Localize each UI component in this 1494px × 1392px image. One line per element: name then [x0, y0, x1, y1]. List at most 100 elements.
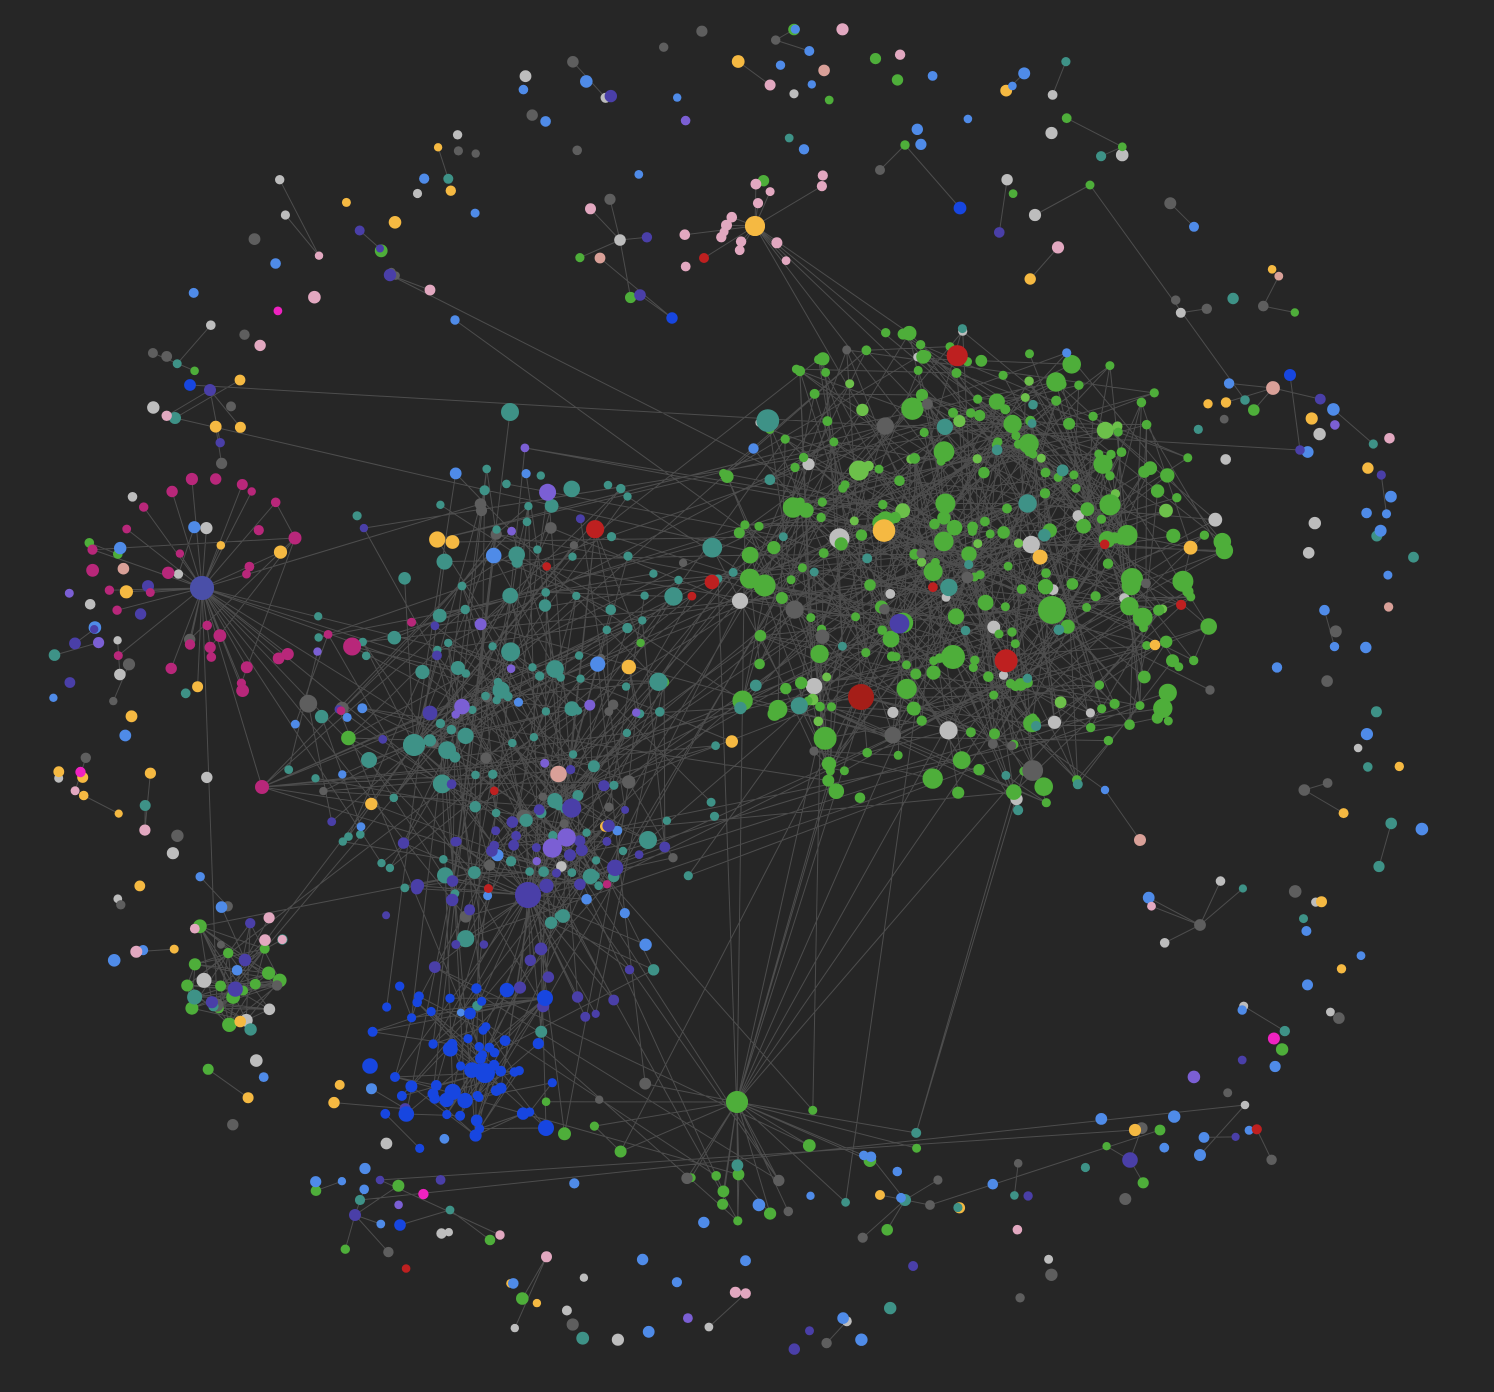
- graph-node[interactable]: [857, 1232, 868, 1243]
- graph-node[interactable]: [862, 747, 872, 758]
- graph-node[interactable]: [619, 908, 630, 919]
- isolated-node[interactable]: [764, 79, 776, 91]
- graph-node[interactable]: [359, 1184, 370, 1195]
- graph-node[interactable]: [545, 522, 557, 534]
- isolated-node[interactable]: [354, 225, 365, 236]
- isolated-node[interactable]: [75, 766, 86, 778]
- graph-node[interactable]: [507, 526, 516, 536]
- graph-node[interactable]: [446, 893, 459, 907]
- isolated-node[interactable]: [84, 599, 96, 610]
- graph-node[interactable]: [1022, 535, 1040, 554]
- graph-node[interactable]: [856, 403, 869, 417]
- graph-node[interactable]: [259, 934, 271, 946]
- isolated-node[interactable]: [1385, 817, 1397, 830]
- graph-node[interactable]: [991, 444, 1003, 456]
- graph-node[interactable]: [444, 638, 453, 648]
- isolated-node[interactable]: [508, 1278, 519, 1289]
- graph-node[interactable]: [272, 652, 285, 665]
- graph-node[interactable]: [917, 557, 927, 567]
- graph-node[interactable]: [953, 415, 966, 428]
- graph-node[interactable]: [889, 613, 910, 634]
- graph-node[interactable]: [479, 940, 489, 949]
- graph-node[interactable]: [204, 641, 216, 654]
- graph-node[interactable]: [929, 656, 939, 666]
- isolated-node[interactable]: [569, 1178, 580, 1189]
- graph-node[interactable]: [732, 1168, 745, 1181]
- graph-node[interactable]: [397, 837, 410, 849]
- graph-node[interactable]: [841, 1197, 850, 1207]
- graph-node[interactable]: [263, 1003, 276, 1016]
- isolated-node[interactable]: [1274, 271, 1284, 281]
- isolated-node[interactable]: [443, 173, 454, 184]
- isolated-node[interactable]: [696, 25, 708, 37]
- graph-node[interactable]: [376, 1219, 386, 1229]
- graph-node[interactable]: [614, 234, 626, 246]
- graph-node[interactable]: [993, 437, 1003, 447]
- graph-node[interactable]: [192, 681, 204, 693]
- graph-node[interactable]: [1031, 720, 1042, 732]
- graph-node[interactable]: [542, 562, 551, 571]
- graph-node[interactable]: [185, 1001, 199, 1015]
- graph-node[interactable]: [122, 524, 132, 534]
- graph-node[interactable]: [216, 940, 225, 949]
- graph-node[interactable]: [638, 616, 647, 625]
- isolated-node[interactable]: [1012, 1224, 1023, 1235]
- graph-node[interactable]: [1174, 662, 1184, 672]
- isolated-node[interactable]: [436, 1228, 447, 1239]
- graph-node[interactable]: [288, 531, 302, 545]
- graph-node[interactable]: [861, 648, 871, 658]
- graph-node[interactable]: [1025, 349, 1034, 359]
- isolated-node[interactable]: [1384, 433, 1395, 444]
- graph-node[interactable]: [1105, 361, 1115, 371]
- isolated-node[interactable]: [1189, 221, 1199, 232]
- isolated-node[interactable]: [673, 93, 682, 102]
- graph-node[interactable]: [717, 1185, 730, 1198]
- isolated-node[interactable]: [731, 55, 745, 68]
- graph-node[interactable]: [338, 770, 347, 779]
- graph-node[interactable]: [520, 443, 530, 453]
- graph-node[interactable]: [1013, 805, 1024, 816]
- graph-node[interactable]: [602, 625, 612, 635]
- graph-node[interactable]: [1088, 411, 1098, 421]
- graph-node[interactable]: [572, 790, 584, 801]
- hub-node[interactable]: [1038, 596, 1066, 624]
- graph-node[interactable]: [977, 594, 994, 611]
- graph-node[interactable]: [422, 705, 438, 721]
- isolated-node[interactable]: [1159, 1142, 1170, 1153]
- isolated-node[interactable]: [359, 1162, 371, 1175]
- graph-node[interactable]: [636, 638, 645, 648]
- graph-node[interactable]: [541, 707, 551, 716]
- isolated-node[interactable]: [1305, 412, 1318, 425]
- graph-node[interactable]: [740, 520, 750, 530]
- graph-node[interactable]: [1116, 447, 1127, 457]
- graph-node[interactable]: [400, 883, 410, 893]
- graph-node[interactable]: [780, 682, 792, 695]
- graph-node[interactable]: [1150, 484, 1165, 498]
- graph-node[interactable]: [748, 443, 759, 454]
- graph-node[interactable]: [946, 519, 963, 536]
- graph-node[interactable]: [475, 1124, 485, 1134]
- graph-node[interactable]: [532, 1038, 544, 1050]
- graph-node[interactable]: [822, 774, 835, 787]
- graph-node[interactable]: [1037, 579, 1054, 595]
- isolated-node[interactable]: [161, 351, 173, 362]
- graph-node[interactable]: [838, 483, 848, 493]
- isolated-node[interactable]: [134, 608, 147, 620]
- graph-node[interactable]: [245, 918, 256, 929]
- hub-node[interactable]: [745, 216, 765, 236]
- graph-node[interactable]: [887, 706, 899, 719]
- graph-node[interactable]: [1066, 578, 1079, 590]
- isolated-node[interactable]: [1267, 265, 1277, 274]
- graph-node[interactable]: [569, 541, 579, 550]
- graph-node[interactable]: [1194, 919, 1206, 931]
- graph-node[interactable]: [435, 718, 446, 729]
- graph-node[interactable]: [521, 469, 531, 479]
- graph-node[interactable]: [1189, 655, 1199, 666]
- isolated-node[interactable]: [412, 188, 423, 199]
- graph-node[interactable]: [336, 706, 346, 715]
- graph-node[interactable]: [902, 660, 911, 670]
- isolated-node[interactable]: [1415, 822, 1429, 836]
- graph-node[interactable]: [580, 1011, 591, 1022]
- graph-node[interactable]: [1102, 1142, 1111, 1151]
- graph-node[interactable]: [897, 328, 909, 340]
